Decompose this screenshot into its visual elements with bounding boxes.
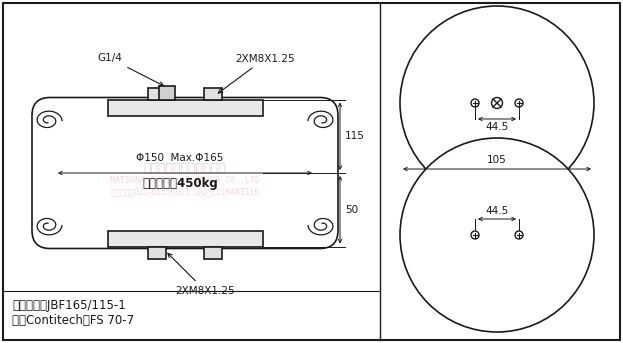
- Text: 50: 50: [345, 205, 358, 215]
- Bar: [148, 87, 166, 99]
- Text: 对应Contitech：FS 70-7: 对应Contitech：FS 70-7: [12, 315, 134, 328]
- Text: 2XM8X1.25: 2XM8X1.25: [218, 54, 295, 93]
- Bar: [204, 247, 222, 259]
- Circle shape: [515, 231, 523, 239]
- Text: 最大承载：450kg: 最大承载：450kg: [142, 177, 218, 189]
- Bar: [108, 99, 262, 116]
- Text: 产品型号：JBF165/115-1: 产品型号：JBF165/115-1: [12, 298, 126, 311]
- Circle shape: [400, 138, 594, 332]
- Text: 上海松夏杨震器有限公司: 上海松夏杨震器有限公司: [144, 162, 226, 175]
- FancyBboxPatch shape: [32, 97, 338, 248]
- Text: G1/4: G1/4: [98, 54, 163, 86]
- Bar: [159, 85, 175, 99]
- Text: Φ150  Max.Φ165: Φ150 Max.Φ165: [136, 153, 224, 163]
- Text: 105: 105: [487, 155, 507, 165]
- Bar: [204, 87, 222, 99]
- Text: 44.5: 44.5: [485, 206, 508, 216]
- Text: 2XM8X1.25: 2XM8X1.25: [168, 253, 235, 296]
- Circle shape: [515, 99, 523, 107]
- Text: MATSONA SHOCK ABSORBER CO.,LTD: MATSONA SHOCK ABSORBER CO.,LTD: [110, 177, 260, 186]
- Text: 44.5: 44.5: [485, 122, 508, 132]
- Text: 115: 115: [345, 131, 365, 141]
- Circle shape: [471, 231, 479, 239]
- Circle shape: [400, 6, 594, 200]
- Text: 联系电话：021-61550911, QQ：1516483116: 联系电话：021-61550911, QQ：1516483116: [111, 188, 259, 197]
- Bar: [148, 247, 166, 259]
- Bar: [108, 230, 262, 247]
- Circle shape: [471, 99, 479, 107]
- Circle shape: [492, 97, 503, 108]
